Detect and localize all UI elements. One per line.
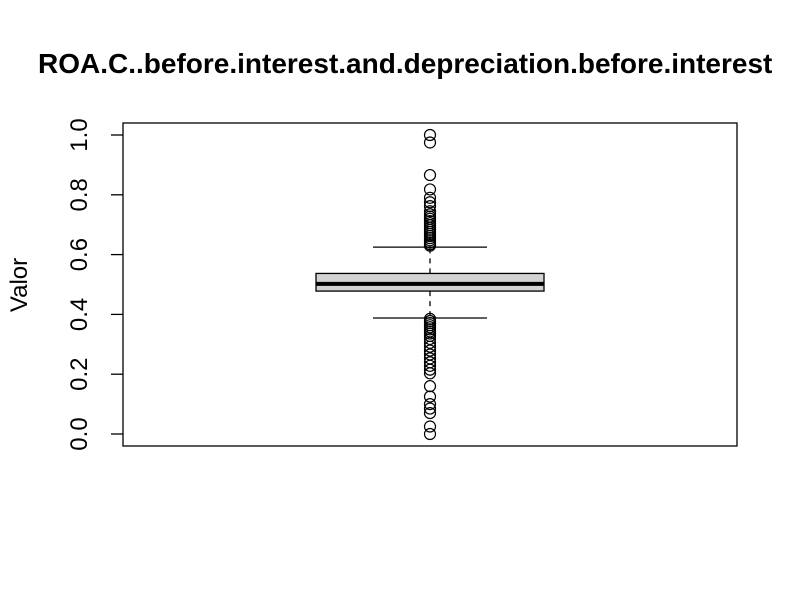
y-tick-label: 0.4 bbox=[66, 298, 93, 331]
outlier-point bbox=[423, 239, 437, 252]
outlier-point bbox=[423, 196, 437, 209]
outlier-point bbox=[423, 191, 437, 204]
outliers-group bbox=[423, 128, 437, 441]
outlier-point bbox=[423, 332, 437, 346]
outlier-point bbox=[423, 340, 437, 353]
y-tick-label: 0.8 bbox=[66, 178, 93, 211]
outlier-point bbox=[423, 402, 437, 415]
outlier-point bbox=[423, 344, 437, 357]
y-tick-label: 0.6 bbox=[66, 238, 93, 271]
outlier-point bbox=[423, 363, 437, 376]
outlier-point bbox=[423, 359, 437, 372]
outlier-point bbox=[423, 183, 437, 196]
outlier-point bbox=[423, 420, 437, 433]
plot-frame bbox=[122, 122, 738, 447]
y-tick-label: 1.0 bbox=[66, 118, 93, 151]
box-group bbox=[315, 246, 545, 319]
outlier-point bbox=[423, 427, 437, 441]
outlier-point bbox=[423, 406, 437, 420]
y-tick-label: 0.2 bbox=[66, 358, 93, 391]
y-axis: 0.0 0.2 0.4 0.6 0.8 1.0 bbox=[66, 118, 123, 451]
outlier-point bbox=[423, 136, 437, 149]
outlier-point bbox=[423, 128, 437, 142]
outlier-point bbox=[423, 398, 437, 411]
outlier-point bbox=[423, 336, 437, 349]
outlier-point bbox=[423, 168, 437, 182]
y-axis-label: Valor bbox=[6, 258, 33, 312]
chart-title: ROA.C..before.interest.and.depreciation.… bbox=[38, 48, 772, 79]
outlier-point bbox=[423, 367, 437, 380]
outlier-point bbox=[423, 390, 437, 403]
outlier-point bbox=[423, 380, 437, 393]
y-tick-label: 0.0 bbox=[66, 417, 93, 450]
outlier-point bbox=[423, 205, 437, 218]
